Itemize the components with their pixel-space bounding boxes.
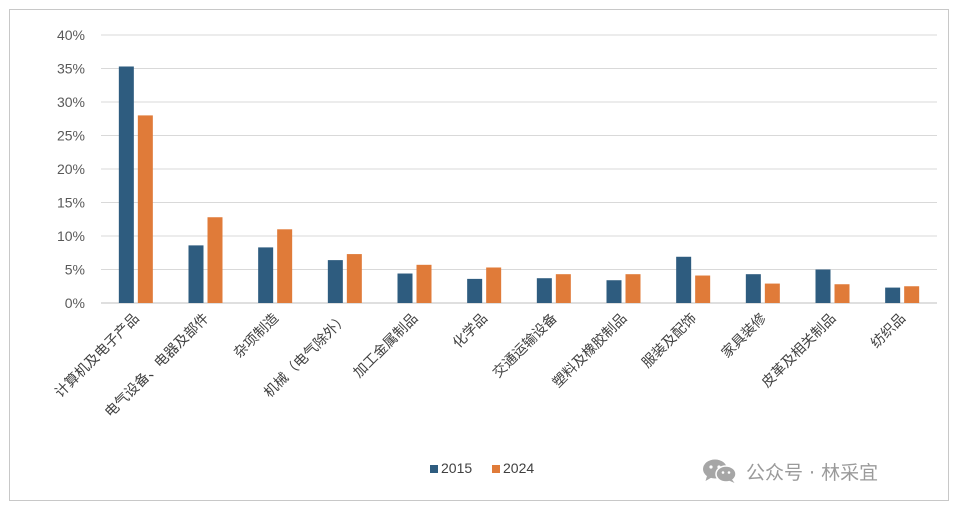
x-category-label: 化学品 [450, 311, 491, 352]
bar-2024 [764, 283, 780, 303]
bar-2024 [695, 275, 711, 303]
legend-swatch-2024 [492, 465, 500, 473]
y-tick-label: 30% [57, 94, 85, 110]
bar-2015 [676, 256, 692, 303]
bar-2015 [536, 278, 552, 303]
bar-2024 [346, 254, 362, 303]
y-tick-label: 25% [57, 128, 85, 144]
bar-2015 [188, 245, 204, 303]
y-tick-label: 10% [57, 228, 85, 244]
bar-2015 [885, 287, 901, 303]
bar-2015 [327, 260, 343, 303]
x-category-label: 杂项制造 [231, 311, 282, 362]
bar-2015 [815, 269, 831, 303]
watermark: 公众号 · 林采宜 [702, 457, 878, 485]
y-tick-label: 40% [57, 27, 85, 43]
bar-2024 [555, 274, 571, 303]
x-category-label: 家具装修 [718, 310, 770, 362]
y-tick-label: 15% [57, 195, 85, 211]
bar-2015 [118, 66, 134, 303]
bar-2024 [625, 274, 641, 303]
x-category-label: 加工金属制品 [351, 311, 422, 382]
bar-2015 [467, 278, 483, 303]
x-category-label: 交通运输设备 [489, 310, 560, 381]
x-category-label: 塑料及橡胶制品 [549, 310, 630, 391]
bar-2015 [745, 274, 761, 303]
bar-2024 [416, 264, 432, 303]
x-category-label: 服装及配饰 [639, 311, 700, 372]
y-tick-label: 0% [65, 295, 85, 311]
legend-label-2024: 2024 [503, 460, 534, 476]
bar-2024 [277, 229, 293, 303]
bar-2015 [606, 280, 622, 303]
watermark-text: 公众号 · 林采宜 [746, 461, 879, 484]
bar-2024 [904, 286, 920, 303]
x-category-label: 纺织品 [868, 311, 909, 352]
legend-swatch-2015 [430, 465, 438, 473]
bar-2024 [834, 284, 850, 303]
bar-2015 [258, 247, 274, 303]
bar-2024 [137, 115, 153, 304]
wechat-icon [703, 459, 737, 483]
bar-chart: 0%5%10%15%20%25%30%35%40%计算机及电子产品电气设备、电器… [52, 27, 937, 476]
y-tick-label: 20% [57, 161, 85, 177]
y-tick-label: 5% [65, 262, 85, 278]
y-tick-label: 35% [57, 61, 85, 77]
bar-2015 [397, 273, 413, 303]
bar-2024 [207, 217, 223, 303]
x-category-label: 皮革及相关制品 [759, 311, 840, 392]
bar-2024 [486, 267, 502, 303]
legend-label-2015: 2015 [441, 460, 472, 476]
chart-frame: 0% 5% 10% 15% 20% 25% 30% 35% 40% 计算机及电子产品 电气设备、电器… [9, 9, 949, 501]
